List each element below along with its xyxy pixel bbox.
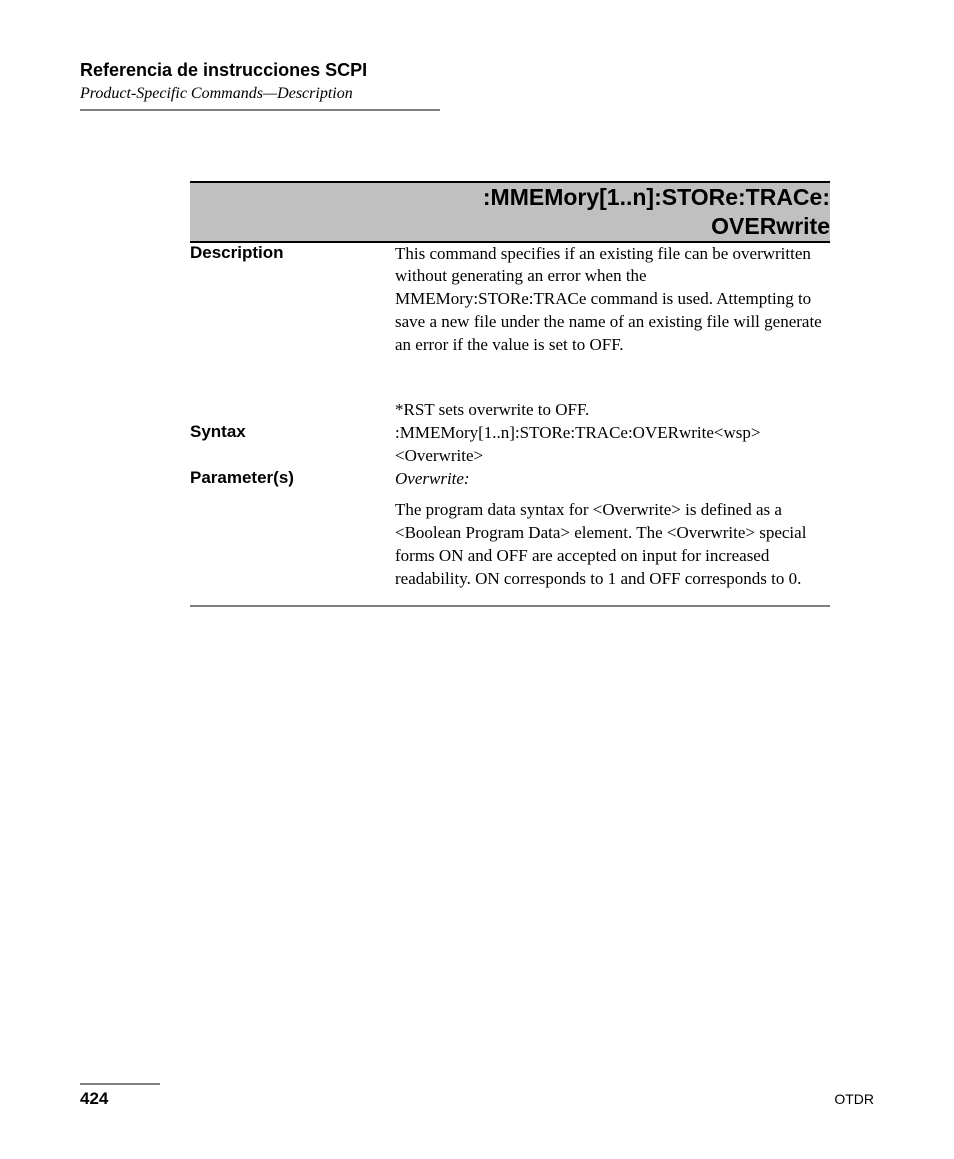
description-para2: *RST sets overwrite to OFF. — [395, 399, 830, 422]
document-page: Referencia de instrucciones SCPI Product… — [0, 0, 954, 1159]
description-para1: This command specifies if an existing fi… — [395, 243, 830, 358]
parameter-text: The program data syntax for <Overwrite> … — [395, 499, 830, 591]
footer-rule — [80, 1083, 160, 1085]
description-label: Description — [190, 242, 395, 423]
page-footer: 424 OTDR — [80, 1083, 874, 1109]
command-title: :MMEMory[1..n]:STORe:TRACe: OVERwrite — [190, 183, 830, 241]
syntax-text: :MMEMory[1..n]:STORe:TRACe:OVERwrite<wsp… — [395, 422, 830, 468]
command-table: :MMEMory[1..n]:STORe:TRACe: OVERwrite De… — [190, 181, 830, 607]
description-content: This command specifies if an existing fi… — [395, 242, 830, 423]
command-title-row: :MMEMory[1..n]:STORe:TRACe: OVERwrite — [190, 182, 830, 242]
header-subtitle: Product-Specific Commands—Description — [80, 85, 874, 103]
syntax-content: :MMEMory[1..n]:STORe:TRACe:OVERwrite<wsp… — [395, 422, 830, 468]
parameters-row: Parameter(s) Overwrite: The program data… — [190, 468, 830, 591]
table-bottom-rule — [190, 591, 830, 606]
command-title-line2: OVERwrite — [711, 213, 830, 239]
parameter-name: Overwrite: — [395, 468, 830, 491]
syntax-label: Syntax — [190, 422, 395, 468]
header-rule — [80, 109, 440, 111]
header-title: Referencia de instrucciones SCPI — [80, 60, 874, 81]
document-label: OTDR — [834, 1091, 874, 1107]
parameters-label: Parameter(s) — [190, 468, 395, 591]
syntax-row: Syntax :MMEMory[1..n]:STORe:TRACe:OVERwr… — [190, 422, 830, 468]
command-title-line1: :MMEMory[1..n]:STORe:TRACe: — [483, 184, 830, 210]
description-row: Description This command specifies if an… — [190, 242, 830, 423]
page-header: Referencia de instrucciones SCPI Product… — [80, 60, 874, 111]
parameters-content: Overwrite: The program data syntax for <… — [395, 468, 830, 591]
page-number: 424 — [80, 1089, 108, 1109]
